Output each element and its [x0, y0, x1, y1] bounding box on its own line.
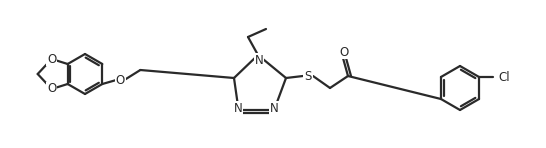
- Text: N: N: [270, 102, 278, 115]
- Text: N: N: [234, 102, 242, 115]
- Text: N: N: [254, 53, 263, 66]
- Text: O: O: [47, 53, 56, 66]
- Text: O: O: [340, 45, 349, 58]
- Text: O: O: [116, 74, 125, 86]
- Text: O: O: [47, 82, 56, 95]
- Text: Cl: Cl: [498, 70, 509, 83]
- Text: S: S: [304, 70, 312, 82]
